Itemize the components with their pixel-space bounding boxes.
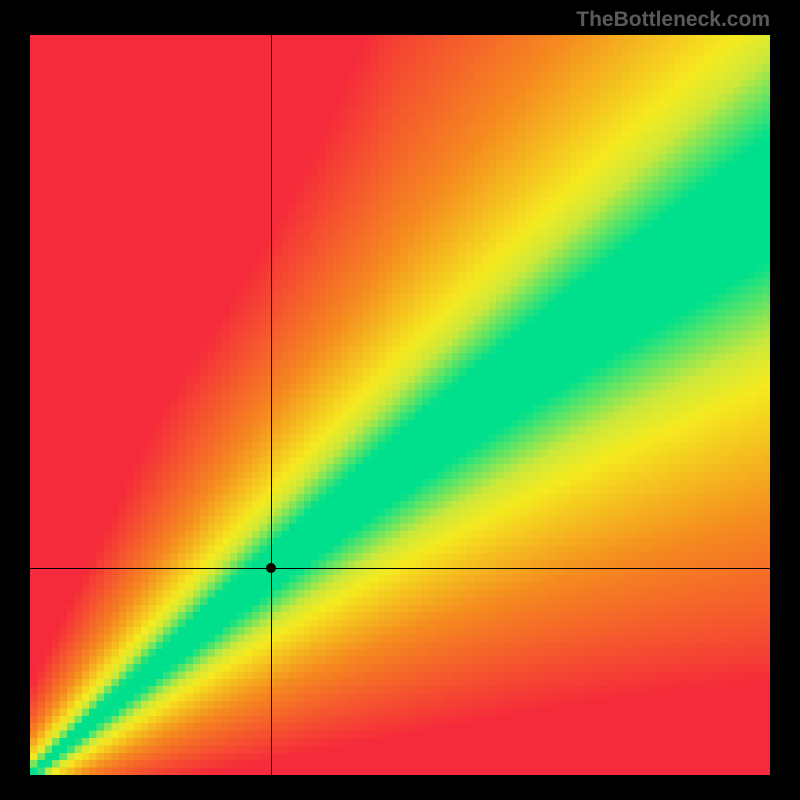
watermark-text: TheBottleneck.com — [576, 8, 770, 32]
crosshair-marker-dot — [266, 563, 276, 573]
bottleneck-heatmap — [30, 35, 770, 775]
crosshair-horizontal — [30, 568, 770, 569]
crosshair-vertical — [271, 35, 272, 775]
heatmap-canvas — [30, 35, 770, 775]
